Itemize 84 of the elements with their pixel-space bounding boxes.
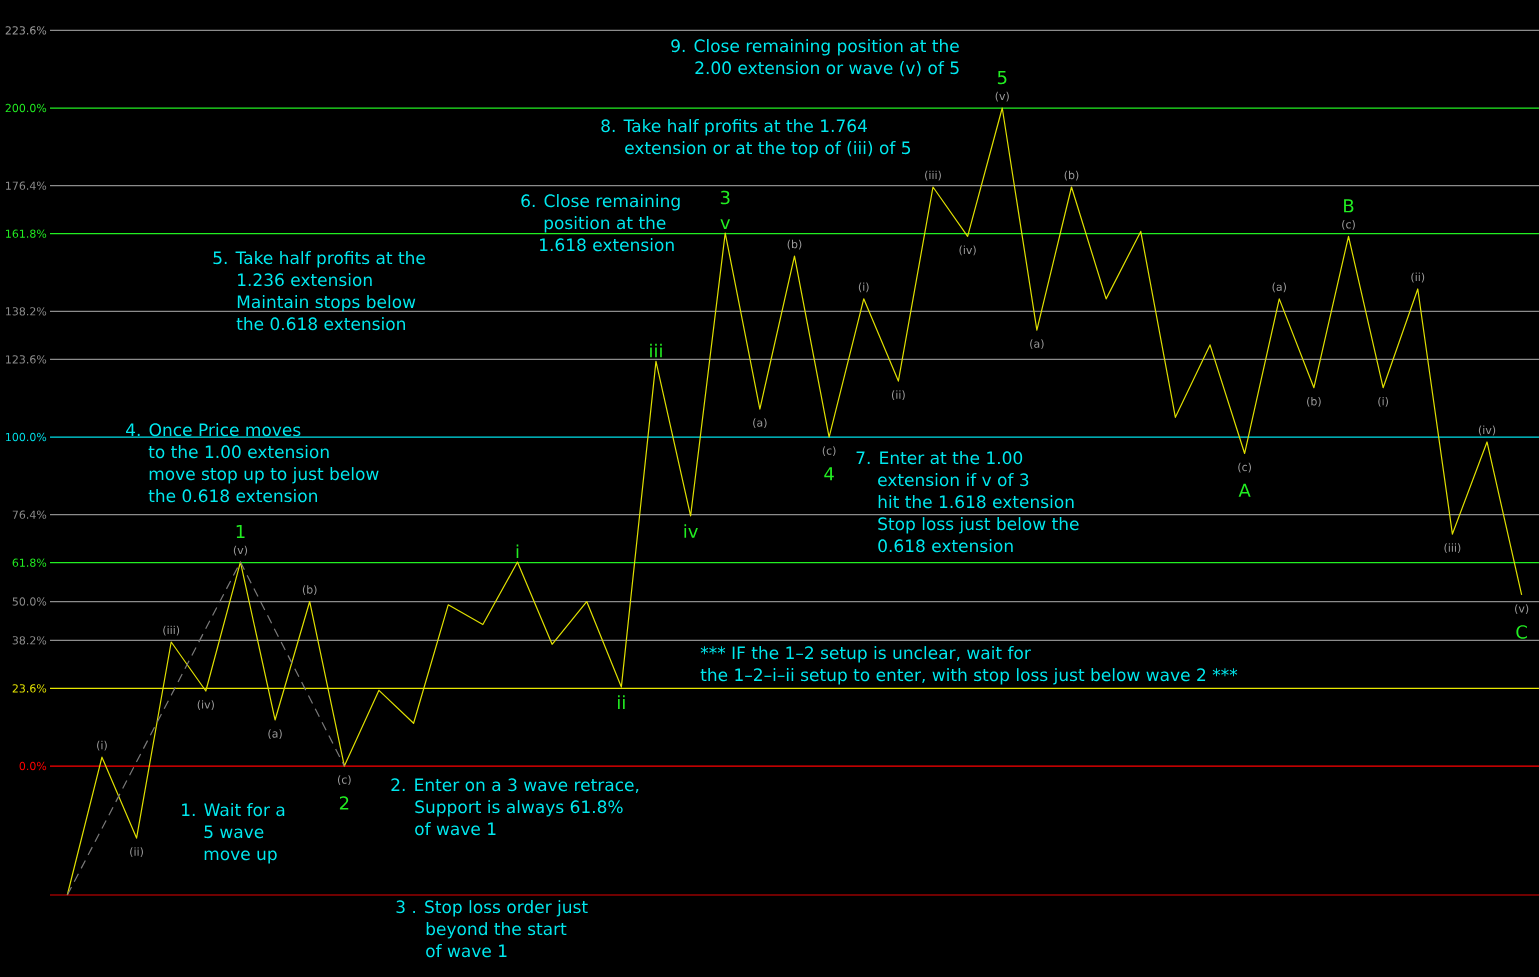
data-label: (a) (753, 418, 767, 429)
data-label: (b) (1307, 396, 1321, 407)
annotation: extension if v of 3 (878, 473, 1029, 487)
data-label: (ii) (130, 847, 143, 858)
data-label: (i) (1378, 396, 1389, 407)
data-label: (b) (302, 585, 317, 595)
annotation: Maintain stops below (237, 295, 416, 312)
y-tick-label: 23.6% (12, 684, 47, 693)
annotation: the 1–2–i–ii setup to enter, with stop loss just below wave 2 *** (700, 668, 1238, 685)
annotation: *** IF the 1–2 setup is unclear, wait for (700, 646, 1031, 663)
data-label: (c) (1342, 220, 1355, 230)
data-label: (iii) (925, 170, 941, 181)
annotation: B (1344, 199, 1354, 213)
text: 3 . Stop loss order just (396, 900, 588, 917)
y-tick-label: 223.6% (5, 26, 47, 35)
annotation: iii (650, 343, 662, 358)
data-label: (ii) (891, 390, 905, 401)
annotation: 8. Take half profits at the 1.764 (601, 119, 867, 136)
y-tick-label: 138.2% (6, 307, 47, 316)
annotation: the 0.618 extension (236, 317, 405, 331)
data-label: (b) (787, 239, 802, 250)
annotation: position at the (544, 216, 666, 233)
data-label: (v) (995, 91, 1009, 102)
y-tick-label: 0.0% (19, 761, 47, 771)
data-label: (c) (337, 775, 351, 786)
text: of wave 1 (426, 944, 507, 958)
annotation: 1.618 extension (540, 238, 674, 252)
y-tick-label: 200.0% (5, 103, 47, 113)
annotation: 6. Close remaining (521, 194, 680, 211)
annotation: of wave 1 (415, 822, 496, 836)
annotation: 0.618 extension (878, 539, 1013, 553)
data-label: (v) (233, 545, 248, 556)
y-tick-label: 161.8% (6, 229, 47, 238)
annotation: 2 (339, 796, 349, 810)
annotation: Stop loss just below the (878, 517, 1079, 534)
data-label: (ii) (1411, 272, 1425, 283)
annotation: C (1516, 625, 1527, 639)
annotation: 5 wave (204, 825, 264, 839)
annotation: 3 (720, 190, 730, 205)
data-label: (iii) (163, 625, 180, 636)
annotation: hit the 1.618 extension (878, 495, 1074, 509)
annotation: i (516, 544, 519, 559)
annotation: A (1238, 483, 1251, 497)
text: beyond the start (426, 922, 567, 939)
data-label: (iv) (197, 700, 214, 711)
annotation: 5. Take half profits at the (213, 251, 425, 268)
data-label: (i) (858, 282, 869, 293)
data-label: (iv) (959, 245, 976, 256)
y-tick-label: 61.8% (12, 558, 47, 567)
annotation: ii (618, 695, 625, 709)
data-label: (a) (1272, 282, 1286, 293)
y-tick-label: 38.2% (12, 636, 47, 645)
annotation: Support is always 61.8% (415, 800, 623, 817)
y-tick-label: 123.6% (6, 355, 47, 364)
y-tick-label: 50.0% (12, 597, 47, 606)
data-label: (c) (822, 446, 836, 457)
annotation: v (720, 219, 731, 230)
data-label: (iii) (1444, 543, 1461, 554)
data-label: (i) (97, 740, 107, 751)
annotation: 1 (236, 524, 245, 539)
annotation: to the 1.00 extension (148, 445, 329, 459)
data-label: (a) (268, 729, 282, 739)
annotation: 4 (824, 467, 834, 481)
annotation: iv (684, 524, 698, 538)
annotation: 7. Enter at the 1.00 (856, 451, 1023, 465)
data-label: (c) (1238, 462, 1251, 473)
annotation: extension or at the top of (iii) of 5 (625, 141, 911, 158)
annotation: 1. Wait for a (182, 803, 285, 817)
annotation: 1.236 extension (238, 273, 372, 287)
data-label: (iv) (1478, 425, 1496, 436)
annotation: 2. Enter on a 3 wave retrace, (391, 778, 639, 793)
data-label: (b) (1064, 170, 1079, 181)
annotation: 4. Once Price moves (126, 423, 301, 437)
annotation: 2.00 extension or wave (v) of 5 (695, 61, 959, 77)
y-tick-label: 100.0% (6, 432, 47, 442)
annotation: 9. Close remaining position at the (671, 39, 959, 56)
annotation: move stop up to just below (149, 467, 379, 484)
y-tick-label: 76.4% (12, 510, 47, 519)
y-tick-label: 176.4% (6, 181, 47, 190)
annotation: 5 (997, 70, 1007, 85)
annotation: move up (204, 850, 277, 864)
annotation: the 0.618 extension (148, 489, 317, 503)
data-label: (v) (1515, 604, 1529, 614)
data-label: (a) (1030, 339, 1044, 350)
